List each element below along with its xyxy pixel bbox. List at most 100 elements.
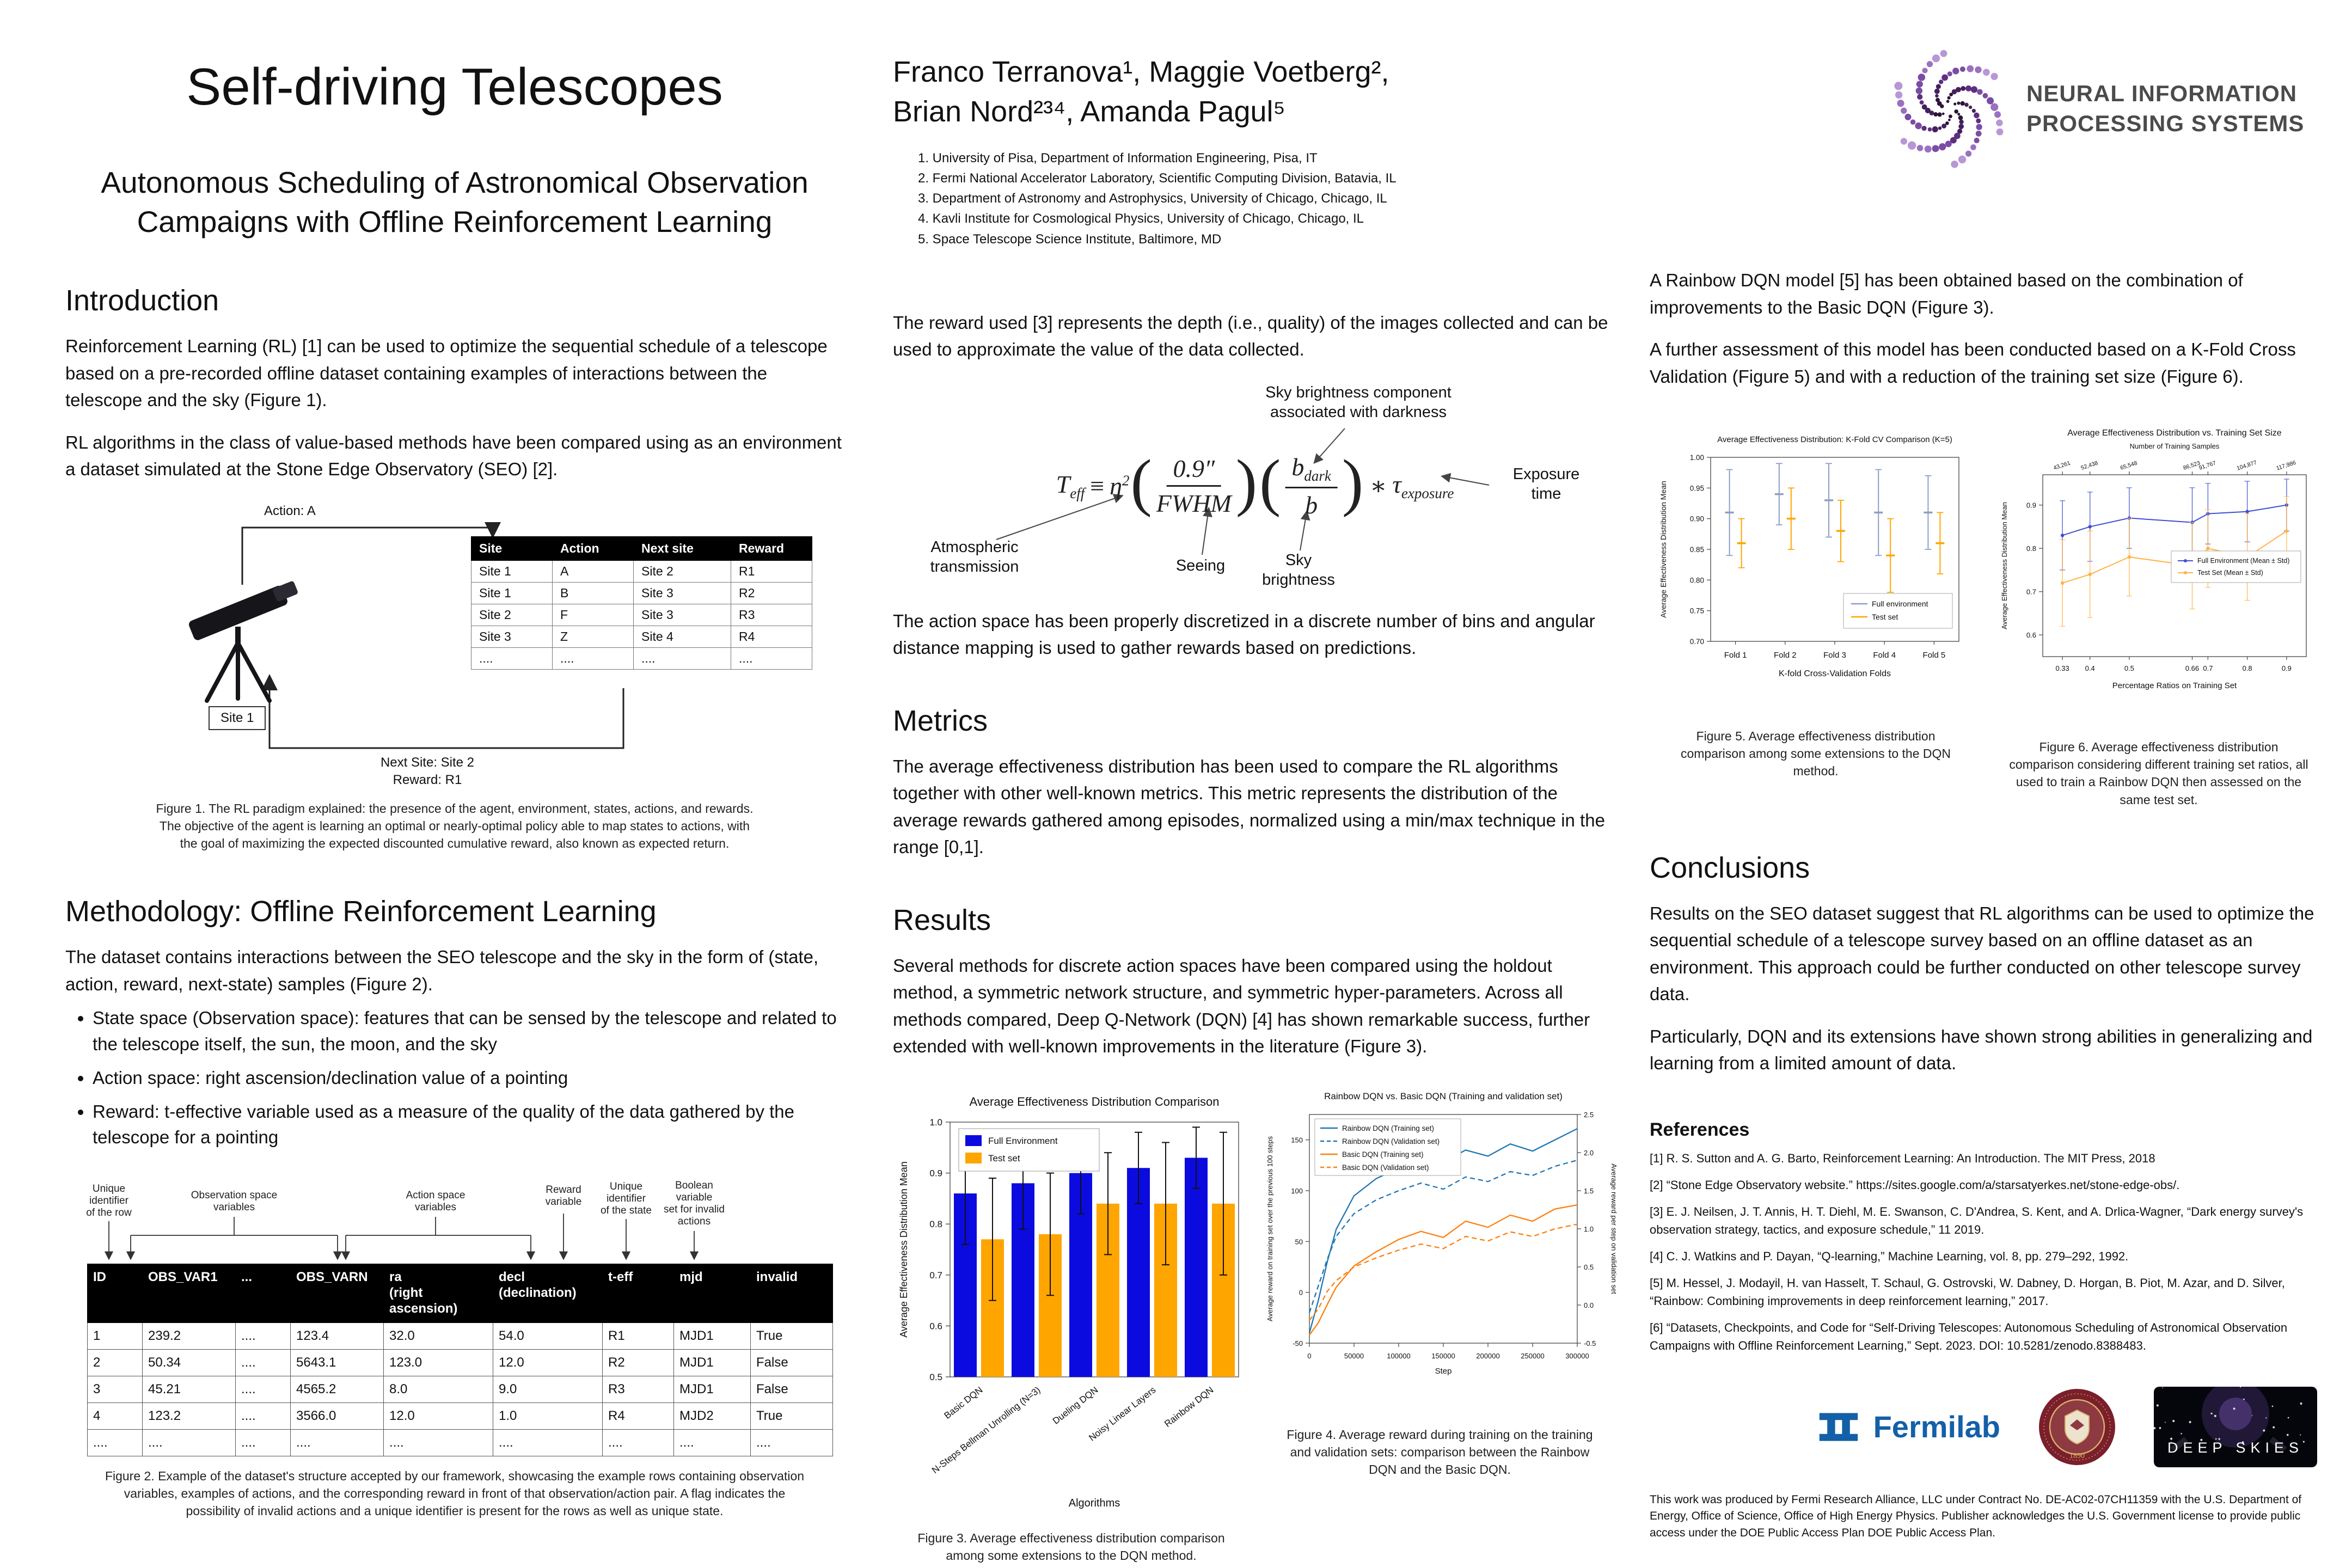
svg-text:0.75: 0.75 xyxy=(1690,607,1704,615)
figure-3-caption: Figure 3. Average effectiveness distribu… xyxy=(917,1530,1225,1563)
table-cell: MJD1 xyxy=(673,1322,751,1350)
svg-text:Test Set (Mean ± Std): Test Set (Mean ± Std) xyxy=(2197,569,2263,577)
next-site-label: Next Site: Site 2 xyxy=(380,755,475,770)
affiliation-3: 3. Department of Astronomy and Astrophys… xyxy=(918,191,1387,206)
table-cell: .... xyxy=(673,1429,751,1456)
equation-lhs: Teff xyxy=(1056,470,1085,501)
table-cell: 123.2 xyxy=(142,1402,236,1430)
svg-text:Step: Step xyxy=(1435,1367,1452,1376)
table-cell: 3566.0 xyxy=(290,1402,384,1430)
svg-text:Average Effectiveness Distribu: Average Effectiveness Distribution Mean xyxy=(1659,481,1668,618)
neurips-swirl-icon xyxy=(1894,50,2004,168)
reference-4: [4] C. J. Watkins and P. Dayan, “Q-learn… xyxy=(1650,1249,2129,1263)
table-cell: .... xyxy=(552,647,634,670)
column-header: ra (right ascension) xyxy=(383,1264,493,1323)
table-cell: Site 1 xyxy=(471,581,553,604)
poster-subtitle: Autonomous Scheduling of Astronomical Ob… xyxy=(101,166,808,238)
table-row: Site 1 B Site 3 R2 xyxy=(471,581,812,604)
table-cell: True xyxy=(750,1322,833,1350)
annotation-state-id: Unique identifier of the state xyxy=(600,1181,652,1216)
annotation-lines xyxy=(104,1214,699,1260)
telescope-icon xyxy=(188,581,298,703)
multiply-sign: ∗ xyxy=(1370,472,1387,500)
table-cell: 239.2 xyxy=(142,1322,236,1350)
table-row: 1 239.2.... 123.4 32.0 54.0 R1 MJD1 True xyxy=(87,1322,833,1350)
annotation-seeing: Seeing xyxy=(1175,556,1226,574)
reward-arrow xyxy=(261,673,624,749)
svg-text:0.5: 0.5 xyxy=(1584,1263,1594,1271)
svg-text:117,986: 117,986 xyxy=(2275,460,2296,472)
svg-text:104,877: 104,877 xyxy=(2236,460,2258,472)
figure-6: Average Effectiveness Distribution vs. T… xyxy=(1993,422,2325,808)
svg-text:52,438: 52,438 xyxy=(2080,460,2099,471)
svg-text:300000: 300000 xyxy=(1565,1352,1589,1360)
equiv-sign: ≡ xyxy=(1090,471,1105,500)
conclusions-paragraph-1: Results on the SEO dataset suggest that … xyxy=(1650,903,2314,1004)
svg-text:0.7: 0.7 xyxy=(2026,588,2036,596)
reward-value-label: Reward: R1 xyxy=(393,772,462,787)
table-row: Site 2 F Site 3 R3 xyxy=(471,603,812,626)
results-paragraph: Several methods for discrete action spac… xyxy=(893,955,1590,1057)
svg-text:Percentage Ratios on Training: Percentage Ratios on Training Set xyxy=(2112,681,2237,690)
svg-text:0.8: 0.8 xyxy=(2243,664,2252,672)
column-header: Next site xyxy=(633,536,731,561)
svg-text:100000: 100000 xyxy=(1387,1352,1410,1360)
table-cell: .... xyxy=(290,1429,384,1456)
column-header: ID xyxy=(87,1264,143,1323)
table-cell: .... xyxy=(633,647,731,670)
figure-6-chart: Average Effectiveness Distribution vs. T… xyxy=(1993,422,2325,727)
table-cell: R3 xyxy=(602,1375,674,1403)
section-results: Results xyxy=(893,903,991,936)
svg-text:Average Effectiveness Distribu: Average Effectiveness Distribution vs. T… xyxy=(2067,428,2281,438)
action-label: Action: A xyxy=(264,503,316,518)
deep-skies-logo: DEEP SKIES xyxy=(2154,1386,2317,1467)
table-cell: 54.0 xyxy=(493,1322,603,1350)
reference-3: [3] E. J. Neilsen, J. T. Annis, H. T. Di… xyxy=(1650,1204,2304,1236)
column-header: mjd xyxy=(673,1264,751,1323)
svg-text:Fold 2: Fold 2 xyxy=(1774,651,1797,660)
table-row: .................................... xyxy=(87,1429,833,1456)
svg-text:Average Effectiveness Distribu: Average Effectiveness Distribution Mean xyxy=(2000,502,2008,629)
reference-2: [2] “Stone Edge Observatory website.” ht… xyxy=(1650,1178,2180,1192)
svg-text:150: 150 xyxy=(1291,1136,1303,1144)
annotation-obs-space: Observation space variables xyxy=(191,1190,278,1214)
svg-text:0.80: 0.80 xyxy=(1690,576,1704,584)
column-header: decl (declination) xyxy=(493,1264,603,1323)
action-arrow xyxy=(241,522,501,585)
svg-text:0.6: 0.6 xyxy=(2026,631,2036,639)
section-introduction: Introduction xyxy=(65,284,219,317)
section-methodology: Methodology: Offline Reinforcement Learn… xyxy=(65,895,657,928)
table-cell: MJD2 xyxy=(673,1402,751,1430)
svg-text:Average Effectiveness Distribu: Average Effectiveness Distribution Mean xyxy=(898,1161,909,1338)
svg-text:0.9: 0.9 xyxy=(929,1168,942,1178)
svg-text:Average Effectiveness Distribu: Average Effectiveness Distribution: K-Fo… xyxy=(1717,435,1952,444)
right-figures-row: Average Effectiveness Distribution: K-Fo… xyxy=(1650,422,2325,808)
seeing-fraction: 0.9″ FWHM xyxy=(1156,454,1232,517)
equation-arrows xyxy=(996,428,1490,555)
svg-text:Rainbow DQN: Rainbow DQN xyxy=(1162,1385,1215,1429)
figure-5-chart: Average Effectiveness Distribution: K-Fo… xyxy=(1650,422,1982,716)
middle-figures-row: Average Effectiveness Distribution Compa… xyxy=(893,1082,1618,1564)
column-header: Action xyxy=(552,536,634,561)
deep-skies-art xyxy=(2154,1386,2305,1451)
table-cell: .... xyxy=(383,1429,493,1456)
table-cell: R2 xyxy=(731,581,812,604)
svg-text:Rainbow DQN vs. Basic DQN (Tra: Rainbow DQN vs. Basic DQN (Training and … xyxy=(1324,1091,1563,1101)
svg-text:65,548: 65,548 xyxy=(2120,460,2138,471)
middle-column: Franco Terranova¹, Maggie Voetberg², Bri… xyxy=(893,0,1618,1564)
svg-text:Test set: Test set xyxy=(988,1153,1020,1163)
annotation-invalid: Boolean variable set for invalid actions xyxy=(664,1180,725,1227)
annotation-reward: Reward variable xyxy=(545,1184,582,1208)
table-cell: R1 xyxy=(602,1322,674,1350)
table-row: 3 45.21.... 4565.2 8.0 9.0 R3 MJD1 False xyxy=(87,1375,833,1403)
table-cell: Site 3 xyxy=(471,625,553,648)
svg-text:0.5: 0.5 xyxy=(2124,664,2134,672)
affiliations: 1. University of Pisa, Department of Inf… xyxy=(918,148,1617,249)
svg-text:Fold 1: Fold 1 xyxy=(1724,651,1747,660)
svg-text:43,261: 43,261 xyxy=(2053,460,2071,471)
svg-text:0.9: 0.9 xyxy=(2026,501,2036,510)
svg-text:0.9: 0.9 xyxy=(2282,664,2292,672)
table-cell: 32.0 xyxy=(383,1322,493,1350)
references-list: [1] R. S. Sutton and A. G. Barto, Reinfo… xyxy=(1650,1149,2325,1355)
conclusions-paragraph-2: Particularly, DQN and its extensions hav… xyxy=(1650,1026,2313,1074)
